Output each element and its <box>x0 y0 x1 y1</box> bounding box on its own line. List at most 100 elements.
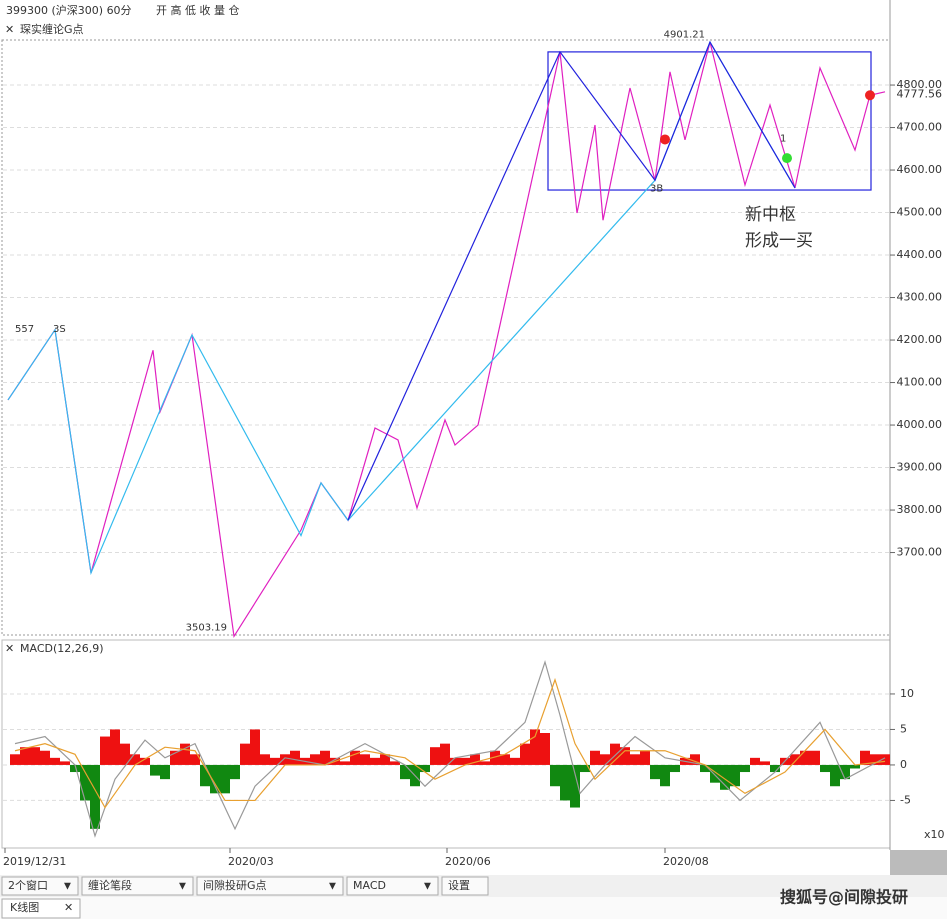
macd-bar <box>650 764 660 780</box>
macd-bar <box>420 764 430 773</box>
macd-bar <box>250 729 260 765</box>
dropdown-arrow: ▼ <box>179 882 186 892</box>
tab-close[interactable]: ✕ <box>64 901 73 914</box>
y-tick-label: 0 <box>900 758 907 771</box>
macd-bar <box>480 761 490 765</box>
y-tick-label: -5 <box>900 793 911 806</box>
macd-bar <box>280 754 290 765</box>
macd-bar <box>360 754 370 765</box>
macd-bar <box>810 750 820 765</box>
macd-bar <box>460 757 470 765</box>
x-tick-label: 2020/06 <box>445 855 491 868</box>
macd-bar <box>200 764 210 787</box>
toolbar-label: 间隙投研G点 <box>203 878 267 892</box>
macd-bar <box>570 764 580 808</box>
tabbar <box>0 897 947 919</box>
macd-bar <box>540 732 550 765</box>
macd-bar <box>700 764 710 773</box>
signal-dot <box>660 134 670 145</box>
y-tick-label: 10 <box>900 687 914 700</box>
macd-bar <box>100 736 110 765</box>
macd-bar <box>170 750 180 765</box>
macd-bar <box>370 757 380 765</box>
watermark: 搜狐号@间隙投研 <box>780 888 908 907</box>
macd-bar <box>590 750 600 765</box>
macd-bar <box>230 764 240 780</box>
macd-bar <box>10 754 20 765</box>
macd-bar <box>710 764 720 783</box>
annotation: 1 <box>780 134 786 145</box>
macd-bar <box>850 764 860 769</box>
y-tick-label: 4800.00 <box>897 78 943 91</box>
macd-bar <box>80 764 90 801</box>
toolbar-button[interactable] <box>196 876 344 896</box>
toolbar-label: 2个窗口 <box>8 878 48 892</box>
macd-bar <box>470 754 480 765</box>
macd-bar <box>830 764 840 787</box>
macd-bar <box>290 750 300 765</box>
y-tick-label: 4400.00 <box>897 248 943 261</box>
toolbar-button[interactable] <box>441 876 489 896</box>
toolbar-button[interactable] <box>1 876 79 896</box>
close-icon[interactable]: ✕ <box>5 23 14 36</box>
macd-bar <box>660 764 670 787</box>
callout: 新中枢 <box>745 205 796 225</box>
macd-bar <box>210 764 220 794</box>
macd-bar <box>320 750 330 765</box>
macd-bar <box>750 757 760 765</box>
macd-bar <box>560 764 570 801</box>
header-fields: 开 高 低 收 量 仓 <box>156 3 239 17</box>
dropdown-arrow: ▼ <box>424 882 431 892</box>
macd-bar <box>530 729 540 765</box>
y-tick-label: 4600.00 <box>897 163 943 176</box>
close-icon[interactable]: ✕ <box>5 642 14 655</box>
zhongshu-box <box>547 51 872 191</box>
macd-bar <box>240 743 250 765</box>
toolbar-button[interactable] <box>81 876 194 896</box>
toolbar-label: 设置 <box>448 879 470 892</box>
toolbar-label: 缠论笔段 <box>88 878 132 892</box>
macd-bar <box>380 754 390 765</box>
x-tick-label: 2020/08 <box>663 855 709 868</box>
macd-bar <box>270 757 280 765</box>
y-tick-label: 4700.00 <box>897 121 943 134</box>
y-tick-label: 3900.00 <box>897 461 943 474</box>
structure-line <box>7 41 886 638</box>
macd-bar <box>400 764 410 780</box>
dropdown-arrow: ▼ <box>64 882 71 892</box>
callout: 形成一买 <box>745 231 813 251</box>
macd-bar <box>490 750 500 765</box>
macd-bar <box>120 743 130 765</box>
y-tick-label: 3700.00 <box>897 546 943 559</box>
macd-bar <box>150 764 160 776</box>
macd-bar <box>720 764 730 790</box>
macd-bar <box>670 764 680 773</box>
tab-label: K线图 <box>10 900 39 914</box>
header-title: 399300 (沪深300) 60分 <box>6 3 132 17</box>
tab[interactable] <box>1 898 81 919</box>
macd-bar <box>770 764 780 773</box>
scroll-corner <box>890 850 947 875</box>
macd-bar <box>520 743 530 765</box>
macd-bar <box>130 754 140 765</box>
macd-bar <box>860 750 870 765</box>
y-tick-label: 4200.00 <box>897 333 943 346</box>
annotation: 3S <box>53 324 66 335</box>
macd-bar <box>310 754 320 765</box>
macd-bar <box>840 764 850 780</box>
macd-bar <box>640 750 650 765</box>
y-tick-label: 4500.00 <box>897 206 943 219</box>
macd-bar <box>620 747 630 765</box>
macd-bar <box>690 754 700 765</box>
macd-bar <box>800 750 810 765</box>
macd-bar <box>390 761 400 765</box>
annotation: 557 <box>15 324 34 335</box>
toolbar-button[interactable] <box>346 876 439 896</box>
x-tick-label: 2020/03 <box>228 855 274 868</box>
macd-bar <box>550 764 560 787</box>
macd-bar <box>160 764 170 780</box>
macd-bar <box>880 754 890 765</box>
macd-bar <box>500 754 510 765</box>
x-tick-label: 2019/12/31 <box>3 855 66 868</box>
macd-bar <box>730 764 740 787</box>
